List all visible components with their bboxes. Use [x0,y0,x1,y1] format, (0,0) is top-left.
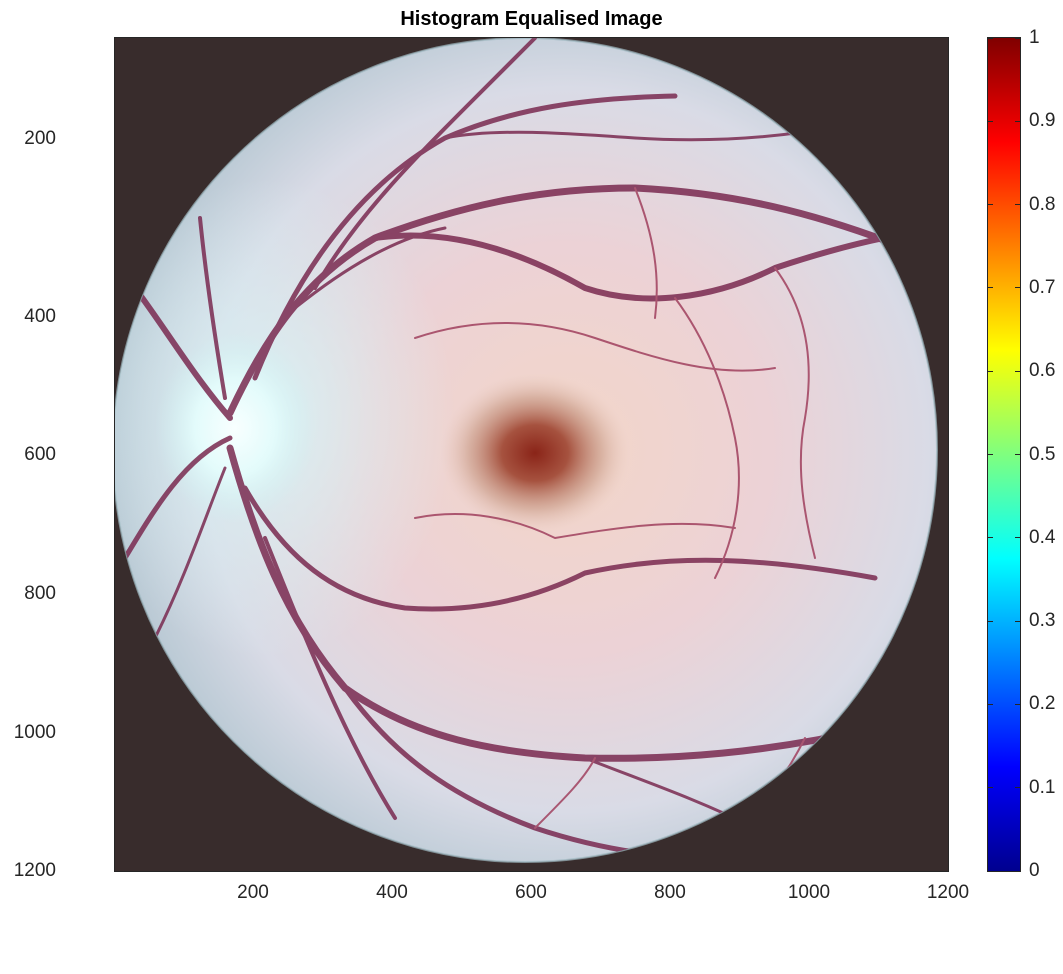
colorbar-tick-mark [988,370,993,372]
colorbar[interactable] [987,37,1021,872]
x-tick-label: 200 [237,882,269,903]
colorbar-tick-label: 0.8 [1029,193,1056,215]
colorbar-tick-mark [1015,287,1020,289]
colorbar-tick-mark [988,120,993,122]
colorbar-tick-mark [1015,870,1020,872]
colorbar-tick-label: 0 [1029,860,1040,881]
image-axes[interactable] [114,37,949,872]
colorbar-tick-mark [1015,703,1020,705]
colorbar-tick-mark [988,703,993,705]
x-tick-label: 800 [654,882,686,903]
colorbar-tick-label: 0.2 [1029,693,1056,715]
colorbar-tick-label: 0.9 [1029,110,1056,132]
colorbar-tick-mark [988,287,993,289]
colorbar-tick-mark [988,204,993,206]
colorbar-tick-label: 1 [1029,27,1040,48]
figure-title: Histogram Equalised Image [400,8,663,30]
x-tick-label: 600 [515,882,547,903]
colorbar-tick-mark [1015,787,1020,789]
colorbar-tick-mark [1015,620,1020,622]
x-tick-label: 1200 [926,882,970,903]
colorbar-tick-mark [988,787,993,789]
y-tick-label: 200 [24,128,56,149]
colorbar-tick-mark [988,870,993,872]
colorbar-tick-mark [1015,120,1020,122]
colorbar-tick-mark [988,620,993,622]
colorbar-tick-label: 0.6 [1029,360,1056,382]
colorbar-tick-label: 0.7 [1029,276,1056,298]
y-tick-label: 1200 [13,860,56,881]
colorbar-tick-label: 0.1 [1029,776,1056,798]
y-tick-label: 800 [24,583,56,604]
x-tick-label: 1000 [787,882,831,903]
optic-disc [155,333,315,523]
colorbar-tick-mark [1015,537,1020,539]
colorbar-tick-mark [1015,204,1020,206]
colorbar-tick-mark [988,37,993,39]
y-tick-label: 600 [24,444,56,465]
colorbar-tick-label: 0.4 [1029,526,1056,548]
colorbar-tick-mark [988,454,993,455]
fundus-image [115,38,938,863]
colorbar-tick-mark [1015,454,1020,455]
colorbar-tick-mark [988,537,993,539]
y-tick-label: 400 [24,306,56,327]
y-tick-label: 1000 [13,722,56,743]
colorbar-tick-label: 0.5 [1029,443,1056,465]
fovea [440,373,630,533]
colorbar-tick-mark [1015,37,1020,39]
colorbar-tick-mark [1015,370,1020,372]
x-tick-label: 400 [376,882,408,903]
colorbar-tick-label: 0.3 [1029,610,1056,632]
